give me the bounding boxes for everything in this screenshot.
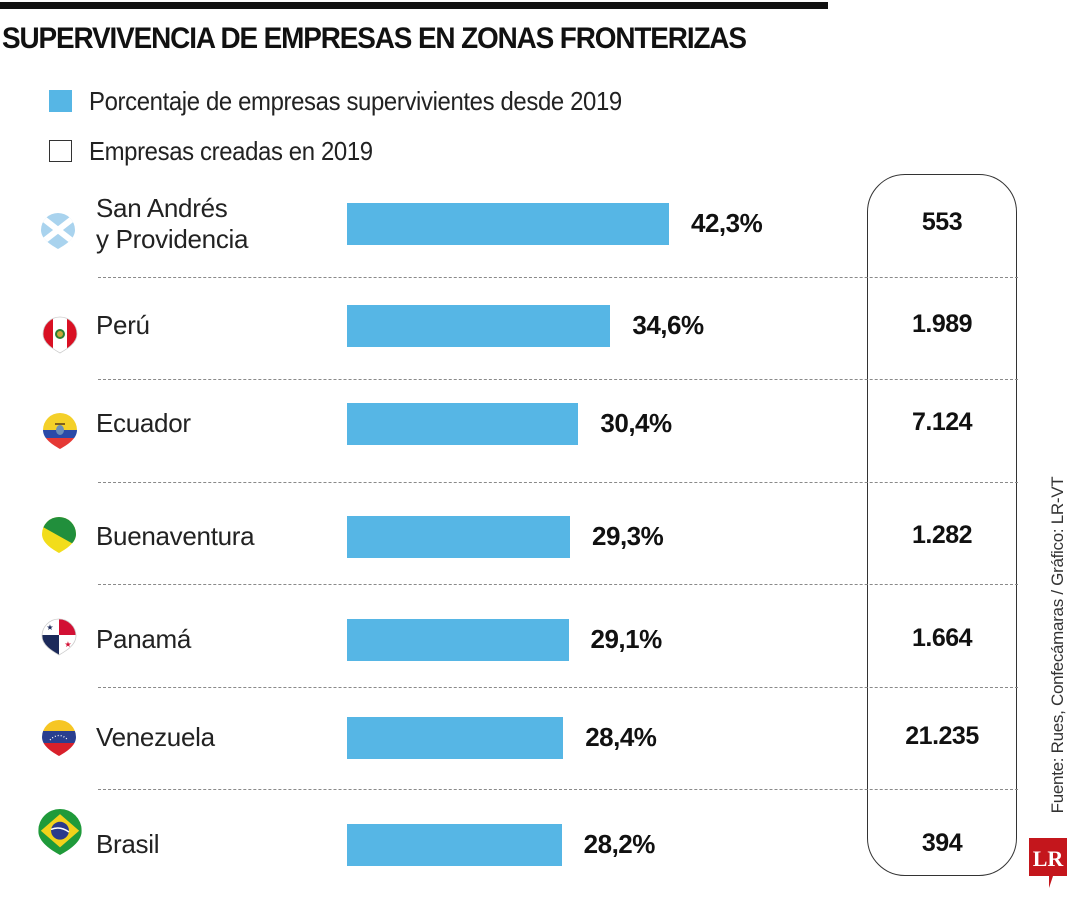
venezuela-flag-pin-icon	[42, 720, 76, 756]
row-divider	[98, 687, 1018, 688]
category-label: Ecuador	[96, 408, 191, 438]
row-divider	[98, 584, 1018, 585]
survival-bar	[347, 305, 611, 347]
survival-value-label: 42,3%	[691, 208, 763, 238]
created-companies-value: 553	[921, 208, 963, 236]
legend-label: Porcentaje de empresas supervivientes de…	[89, 85, 622, 116]
survival-value-label: 29,3%	[592, 521, 664, 551]
panama-flag-pin-icon: ★ ★	[41, 618, 77, 656]
lr-logo-text: LR	[1033, 846, 1065, 871]
legend-item-survival: Porcentaje de empresas supervivientes de…	[49, 86, 668, 116]
created-companies-value: 1.989	[911, 310, 973, 338]
row-divider	[98, 277, 1018, 278]
survival-value-label: 28,2%	[583, 829, 656, 859]
row-divider	[98, 482, 1018, 483]
created-companies-value: 394	[921, 829, 963, 857]
chart-title: SUPERVIVENCIA DE EMPRESAS EN ZONAS FRONT…	[2, 22, 747, 55]
ecuador-flag-pin-icon	[43, 413, 77, 449]
survival-value-label: 30,4%	[600, 408, 672, 438]
category-label: Venezuela	[96, 722, 215, 752]
survival-value-label: 28,4%	[585, 722, 657, 752]
survival-bar	[347, 403, 579, 445]
peru-flag-pin-icon	[42, 316, 78, 354]
category-label: Brasil	[96, 829, 160, 859]
created-companies-value: 7.124	[911, 408, 973, 436]
category-label: Panamá	[96, 624, 192, 654]
source-note: Fuente: Rues, Confecámaras / Gráfico: LR…	[1048, 476, 1067, 814]
category-label: San Andrés y Providencia	[96, 193, 249, 254]
row-divider	[98, 789, 1018, 790]
legend-swatch-blue-icon	[49, 90, 72, 112]
buenaventura-flag-pin-icon	[42, 517, 76, 553]
category-label: Perú	[96, 310, 150, 340]
san-andres-flag-pin-icon	[41, 213, 75, 249]
svg-text:★: ★	[46, 623, 53, 632]
survival-bar	[347, 717, 564, 759]
survival-bar	[347, 203, 669, 245]
survival-bar	[347, 619, 569, 661]
legend-swatch-outline-icon	[49, 140, 72, 162]
created-companies-value: 1.282	[911, 521, 973, 549]
created-companies-value: 1.664	[911, 624, 973, 652]
legend-label: Empresas creadas en 2019	[89, 135, 373, 166]
survival-value-label: 34,6%	[632, 310, 704, 340]
survival-bar	[347, 516, 571, 558]
brasil-flag-pin-icon	[38, 809, 82, 855]
survival-bar	[347, 824, 562, 866]
legend-item-created: Empresas creadas en 2019	[49, 136, 397, 166]
svg-text:★: ★	[64, 640, 71, 649]
created-companies-value: 21.235	[905, 722, 979, 750]
category-label: Buenaventura	[96, 521, 255, 551]
created-companies-column	[867, 174, 1017, 876]
lr-logo-icon: LR	[1029, 838, 1067, 888]
top-rule	[0, 2, 828, 9]
row-divider	[98, 379, 1018, 380]
survival-value-label: 29,1%	[590, 624, 663, 654]
